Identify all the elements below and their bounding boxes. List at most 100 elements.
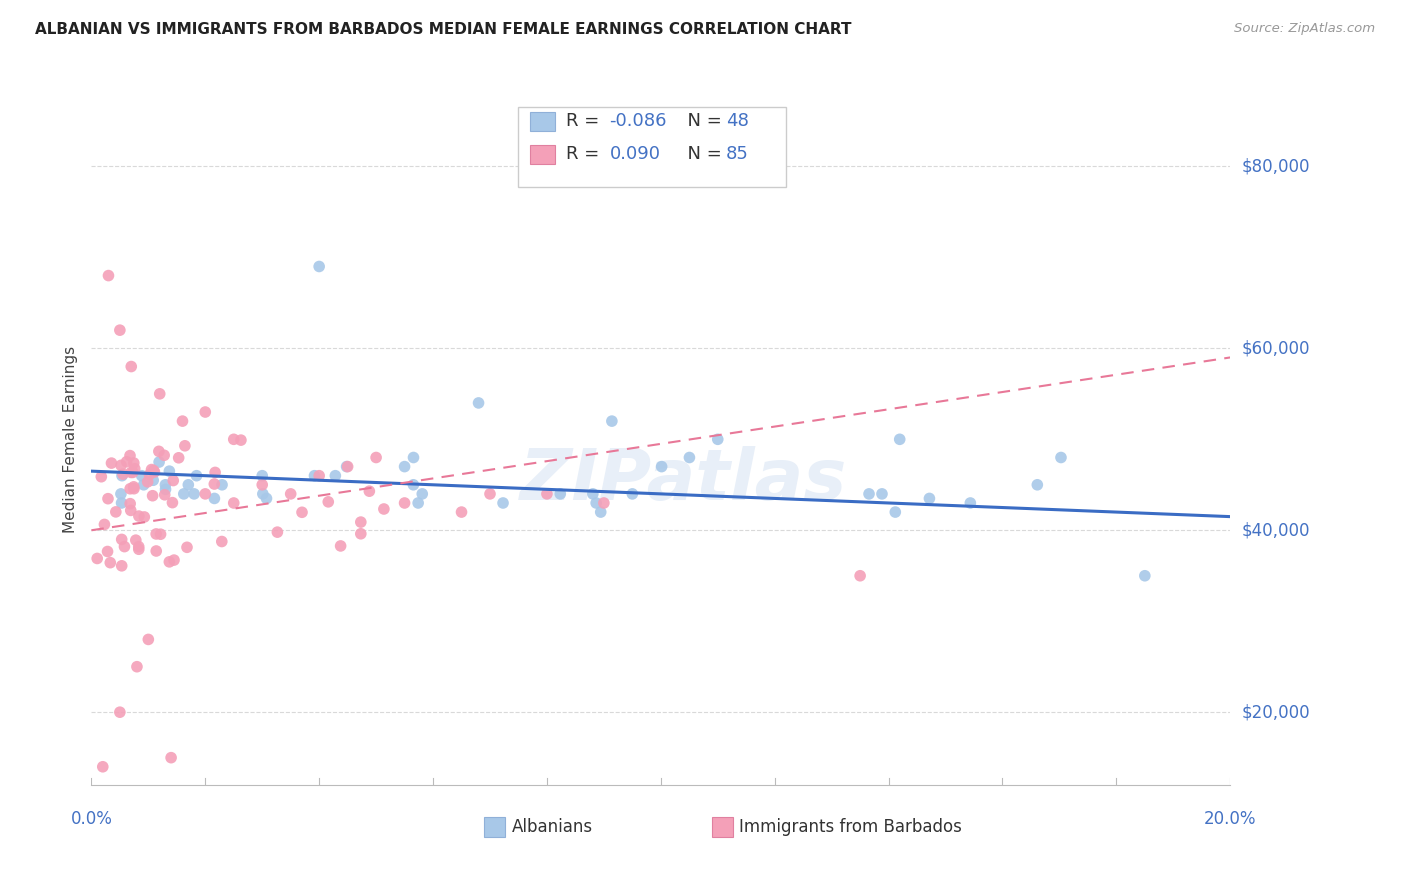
Text: R =: R =: [567, 112, 606, 130]
Point: [256, 491, 278, 506]
Point: [316, 495, 339, 509]
Point: [308, 260, 330, 274]
Bar: [484, 817, 505, 837]
Point: [97, 491, 120, 506]
Point: [157, 464, 180, 478]
Point: [211, 534, 233, 549]
Point: [308, 468, 330, 483]
Point: [110, 496, 132, 510]
Point: [125, 659, 148, 673]
Point: [291, 505, 314, 519]
Point: [959, 496, 981, 510]
Text: Immigrants from Barbados: Immigrants from Barbados: [740, 818, 962, 836]
Point: [148, 455, 170, 469]
Point: [111, 558, 134, 573]
Point: [194, 487, 217, 501]
Y-axis label: Median Female Earnings: Median Female Earnings: [62, 346, 77, 533]
Point: [97, 268, 120, 283]
Point: [114, 540, 136, 554]
Point: [536, 487, 558, 501]
Point: [373, 502, 395, 516]
Point: [98, 556, 121, 570]
Point: [918, 491, 941, 506]
Point: [142, 464, 165, 478]
Point: [1026, 477, 1049, 491]
Point: [96, 544, 118, 558]
Point: [110, 487, 132, 501]
Point: [125, 533, 148, 548]
Point: [108, 323, 131, 337]
Point: [202, 491, 225, 506]
Point: [186, 468, 208, 483]
Point: [336, 459, 359, 474]
Point: [174, 439, 197, 453]
Point: [155, 477, 177, 491]
Point: [350, 515, 373, 529]
Point: [110, 458, 132, 473]
Point: [394, 496, 416, 510]
Point: [651, 459, 673, 474]
Point: [1050, 450, 1073, 465]
Text: 0.0%: 0.0%: [70, 810, 112, 828]
Point: [211, 477, 233, 491]
Point: [582, 487, 605, 501]
Point: [131, 468, 153, 483]
Point: [678, 450, 700, 465]
Point: [104, 505, 127, 519]
Point: [160, 750, 183, 764]
Point: [111, 533, 134, 547]
Point: [136, 475, 159, 489]
Point: [250, 468, 273, 483]
Text: $80,000: $80,000: [1241, 157, 1310, 176]
Text: 0.090: 0.090: [610, 145, 661, 163]
Point: [172, 414, 194, 428]
Point: [120, 482, 142, 496]
Point: [100, 456, 122, 470]
Point: [90, 469, 112, 483]
Point: [394, 459, 416, 474]
Text: 85: 85: [725, 145, 748, 163]
Point: [706, 432, 728, 446]
Point: [149, 527, 172, 541]
Point: [478, 487, 502, 501]
Point: [329, 539, 352, 553]
Point: [266, 525, 288, 540]
Point: [194, 405, 217, 419]
Point: [122, 480, 145, 494]
Point: [128, 542, 150, 557]
Point: [132, 477, 155, 491]
Point: [124, 461, 146, 475]
Point: [162, 495, 184, 509]
Point: [120, 503, 142, 517]
Point: [492, 496, 515, 510]
Text: 48: 48: [725, 112, 748, 130]
Text: ZIPatlas: ZIPatlas: [520, 446, 848, 516]
Point: [138, 467, 160, 482]
Point: [153, 448, 176, 462]
Point: [204, 466, 226, 480]
Point: [280, 487, 302, 501]
Text: $20,000: $20,000: [1241, 703, 1310, 722]
Point: [142, 473, 165, 487]
Text: -0.086: -0.086: [610, 112, 666, 130]
Point: [849, 568, 872, 582]
Point: [118, 449, 141, 463]
Text: $60,000: $60,000: [1241, 339, 1310, 358]
Point: [134, 510, 156, 524]
Point: [411, 487, 433, 501]
Point: [336, 459, 359, 474]
Point: [402, 477, 425, 491]
Point: [122, 482, 145, 496]
Point: [350, 526, 373, 541]
Point: [121, 466, 143, 480]
Point: [128, 509, 150, 524]
Point: [148, 444, 170, 458]
Point: [548, 487, 571, 501]
Point: [108, 705, 131, 719]
Point: [122, 456, 145, 470]
Text: $40,000: $40,000: [1241, 521, 1310, 540]
Point: [222, 432, 245, 446]
Point: [163, 553, 186, 567]
Point: [222, 496, 245, 510]
Point: [889, 432, 911, 446]
